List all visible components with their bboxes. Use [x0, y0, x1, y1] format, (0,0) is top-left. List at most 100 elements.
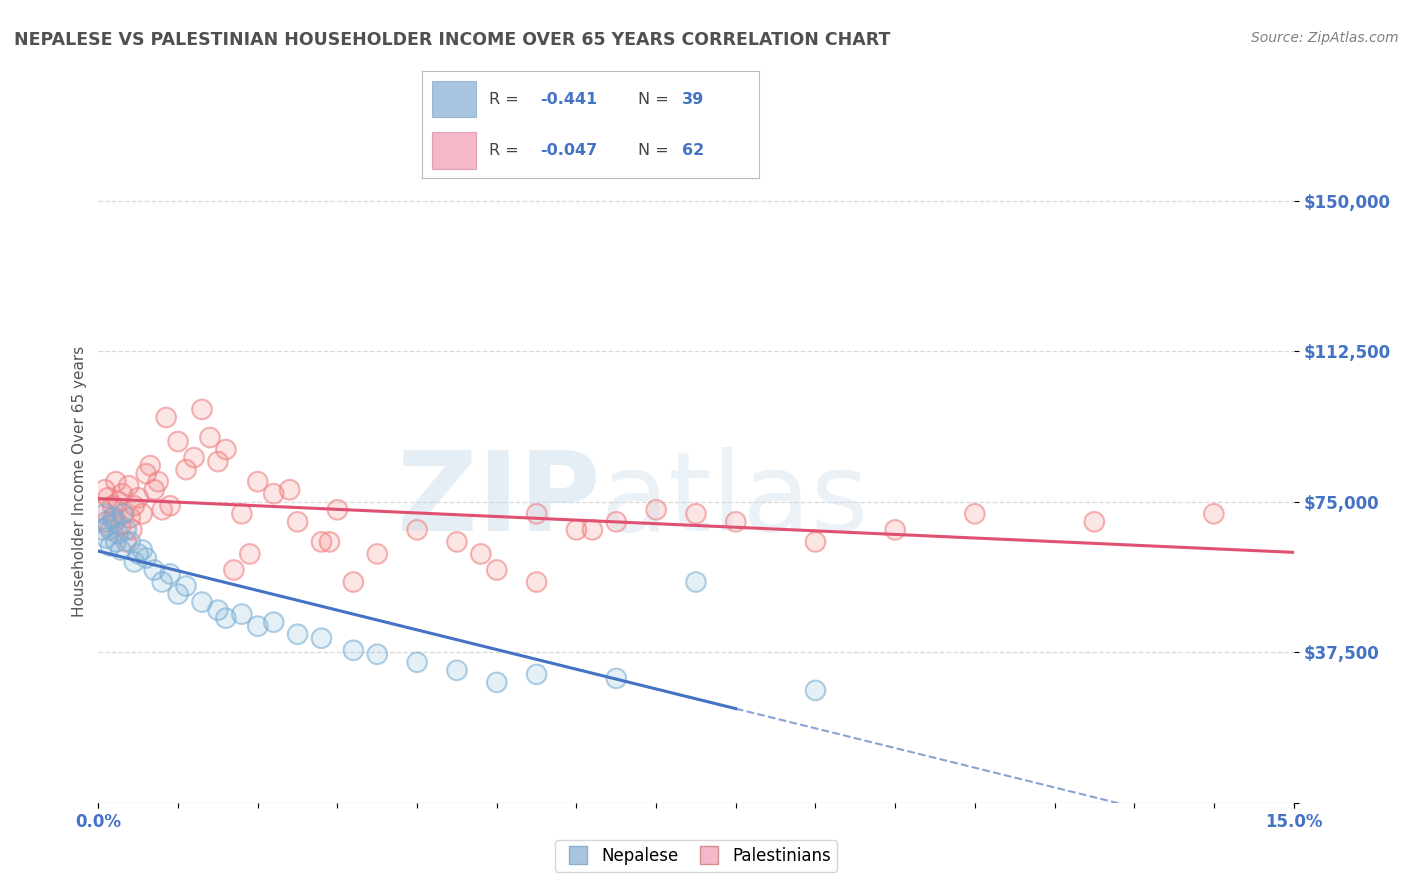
Point — [246, 619, 269, 633]
Point — [470, 547, 492, 561]
Point — [884, 523, 907, 537]
Point — [121, 523, 143, 537]
Point — [685, 575, 707, 590]
Point — [167, 587, 190, 601]
Point — [963, 507, 986, 521]
Point — [311, 632, 333, 646]
Point — [167, 587, 190, 601]
Point — [526, 507, 548, 521]
Point — [724, 515, 747, 529]
Point — [215, 442, 238, 457]
Point — [263, 487, 285, 501]
Point — [94, 507, 117, 521]
Point — [111, 507, 134, 521]
Point — [104, 475, 127, 489]
Point — [120, 535, 142, 549]
Point — [183, 450, 205, 465]
Point — [98, 523, 122, 537]
Point — [724, 515, 747, 529]
Point — [485, 675, 508, 690]
Point — [278, 483, 301, 497]
Point — [97, 519, 120, 533]
Point — [287, 627, 309, 641]
Point — [207, 455, 229, 469]
Point — [131, 507, 153, 521]
Point — [446, 664, 468, 678]
Point — [406, 655, 429, 669]
Point — [127, 547, 149, 561]
Point — [804, 683, 827, 698]
Point — [139, 458, 162, 473]
Point — [318, 535, 340, 549]
Text: N =: N = — [638, 143, 673, 158]
Point — [94, 483, 117, 497]
Point — [246, 475, 269, 489]
Text: N =: N = — [638, 92, 673, 107]
Point — [406, 523, 429, 537]
Point — [159, 499, 181, 513]
Point — [605, 672, 627, 686]
Point — [121, 523, 143, 537]
Point — [91, 503, 114, 517]
Point — [159, 567, 181, 582]
Point — [342, 643, 364, 657]
Point — [183, 450, 205, 465]
Point — [98, 523, 122, 537]
Point — [143, 483, 166, 497]
Point — [239, 547, 262, 561]
Point — [150, 575, 173, 590]
Point — [318, 535, 340, 549]
Point — [155, 410, 177, 425]
Point — [143, 483, 166, 497]
Point — [198, 431, 221, 445]
Point — [804, 683, 827, 698]
Point — [103, 511, 125, 525]
Point — [107, 527, 129, 541]
Point — [131, 543, 153, 558]
Point — [120, 511, 142, 525]
Point — [222, 563, 245, 577]
Point — [406, 523, 429, 537]
Point — [131, 543, 153, 558]
Point — [1202, 507, 1225, 521]
Point — [97, 519, 120, 533]
Point — [215, 611, 238, 625]
Point — [605, 515, 627, 529]
Point — [565, 523, 588, 537]
Point — [148, 475, 170, 489]
Point — [605, 515, 627, 529]
Point — [263, 615, 285, 630]
Point — [581, 523, 603, 537]
Point — [198, 431, 221, 445]
Point — [112, 507, 135, 521]
Point — [191, 402, 214, 417]
Point — [215, 442, 238, 457]
Point — [101, 499, 124, 513]
Point — [804, 535, 827, 549]
Point — [406, 655, 429, 669]
Point — [685, 575, 707, 590]
Point — [118, 479, 141, 493]
Point — [311, 535, 333, 549]
Point — [115, 535, 138, 549]
Point — [110, 543, 132, 558]
Point — [174, 463, 197, 477]
Point — [104, 475, 127, 489]
Point — [685, 507, 707, 521]
Point — [884, 523, 907, 537]
Point — [104, 535, 127, 549]
Point — [111, 507, 134, 521]
Point — [446, 535, 468, 549]
Point — [685, 507, 707, 521]
Point — [167, 434, 190, 449]
Point — [127, 547, 149, 561]
Point — [110, 519, 132, 533]
Point — [131, 507, 153, 521]
Point — [124, 499, 146, 513]
Point — [605, 672, 627, 686]
Point — [191, 402, 214, 417]
Point — [526, 575, 548, 590]
Legend: Nepalese, Palestinians: Nepalese, Palestinians — [554, 840, 838, 871]
Point — [97, 491, 120, 505]
Point — [446, 535, 468, 549]
